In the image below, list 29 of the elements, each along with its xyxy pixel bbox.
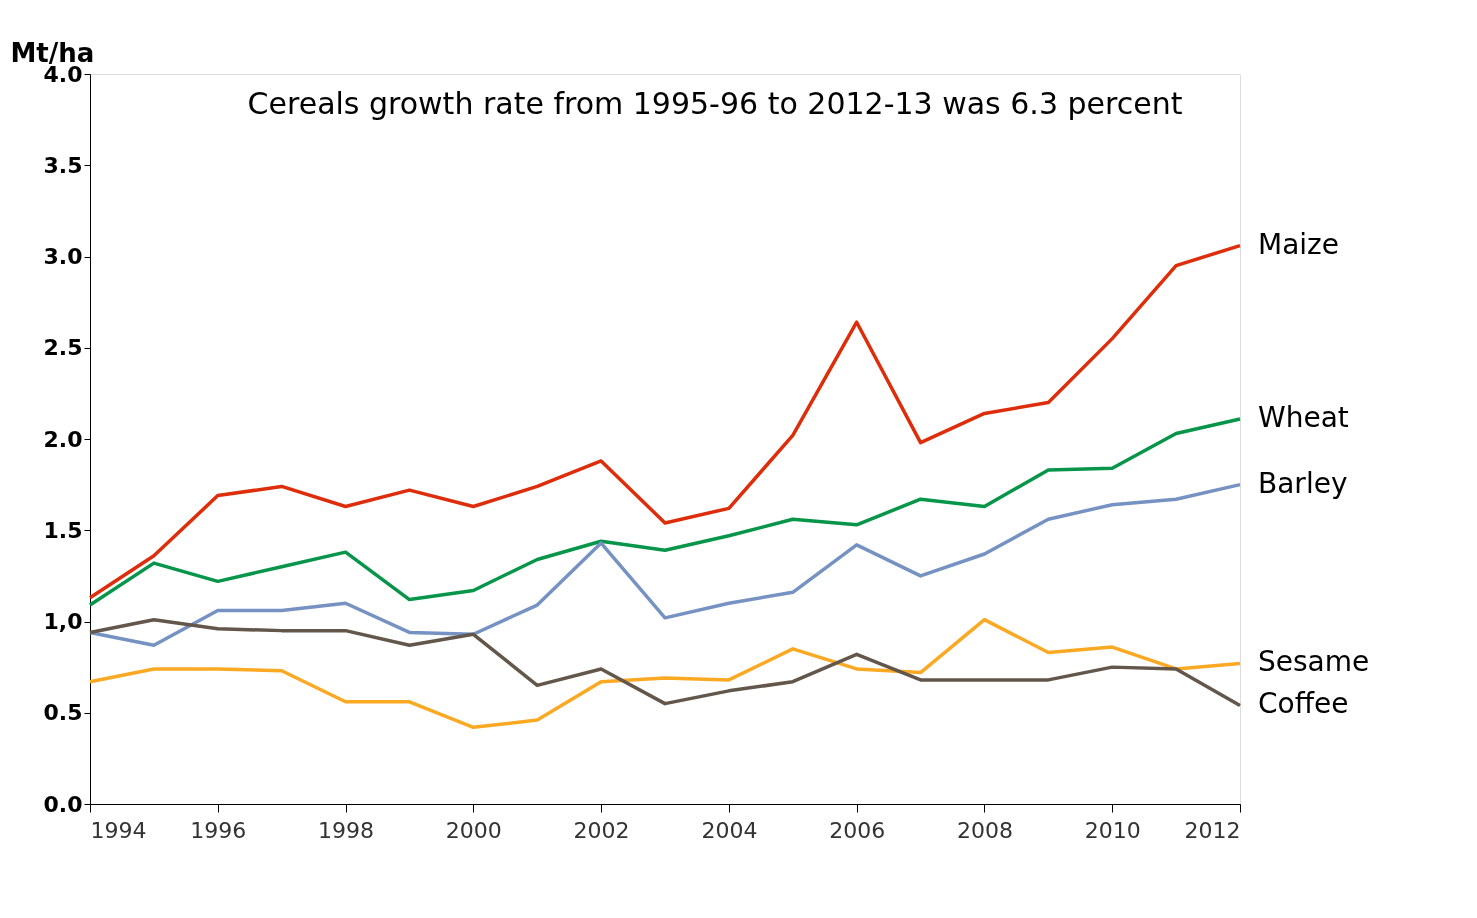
x-tick-label: 2004 (701, 817, 758, 843)
line-series (88, 482, 1242, 647)
x-tick-label: 2012 (1184, 817, 1241, 843)
line-series (88, 417, 1242, 607)
line-series (88, 617, 1242, 708)
line-series (88, 243, 1242, 600)
x-tick-label: 1998 (318, 817, 375, 843)
x-tick-label: 1994 (90, 817, 147, 843)
x-tick-label: 2006 (829, 817, 886, 843)
y-tick-label: 3.5 (43, 152, 83, 178)
y-tick-label: 1,0 (43, 609, 83, 634)
series-label: Maize (1258, 227, 1340, 261)
y-tick-label: 1.5 (43, 517, 83, 543)
x-tick-label: 2002 (573, 817, 630, 843)
y-tick-label: 2.0 (43, 426, 83, 452)
series-label: Barley (1258, 466, 1348, 500)
series-label: Sesame (1258, 645, 1370, 679)
annotation: Cereals growth rate from 1995-96 to 2012-13 was 6.3 percent (247, 86, 1183, 121)
x-tick-label: 2008 (956, 817, 1013, 843)
y-tick-label: 2.5 (43, 335, 83, 361)
series-label: Coffee (1258, 687, 1349, 721)
line-series (88, 617, 1242, 730)
y-tick-label: 0.0 (43, 791, 83, 817)
series-label: Wheat (1258, 400, 1349, 434)
y-tick-label: 3.0 (43, 244, 83, 269)
x-tick-label: 1996 (190, 817, 247, 843)
x-tick-label: 2010 (1084, 817, 1141, 843)
x-tick-label: 2000 (445, 817, 502, 843)
y-tick-label: 0.5 (43, 700, 83, 726)
